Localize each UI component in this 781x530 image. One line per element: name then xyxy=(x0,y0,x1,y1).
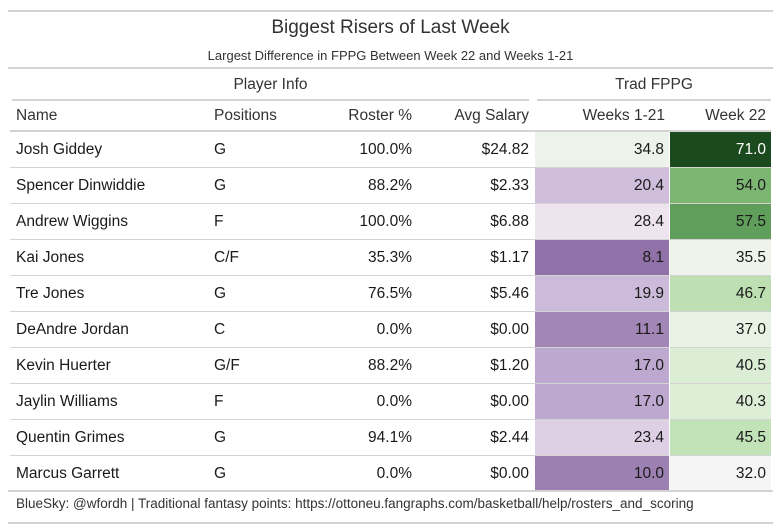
cell-positions: F xyxy=(214,213,224,230)
spanner-player-info: Player Info xyxy=(233,76,308,93)
column-header-salary: Avg Salary xyxy=(454,107,529,124)
cell-weeks: 28.4 xyxy=(535,204,669,240)
cell-salary: $1.20 xyxy=(490,357,529,374)
row-divider xyxy=(10,383,771,384)
cell-weeks: 10.0 xyxy=(535,456,669,492)
cell-positions: C xyxy=(214,321,226,338)
cell-salary: $6.88 xyxy=(490,213,529,230)
cell-salary: $2.44 xyxy=(490,429,529,446)
cell-name: Josh Giddey xyxy=(16,141,103,158)
cell-name: Quentin Grimes xyxy=(16,429,125,446)
cell-roster: 35.3% xyxy=(368,249,412,266)
cell-week22: 57.5 xyxy=(669,204,771,240)
cell-name: Spencer Dinwiddie xyxy=(16,177,146,194)
cell-week22: 40.3 xyxy=(669,384,771,420)
column-header-weeks-1-21: Weeks 1-21 xyxy=(582,107,665,124)
cell-positions: G/F xyxy=(214,357,240,374)
cell-weeks: 34.8 xyxy=(535,132,669,168)
cell-roster: 0.0% xyxy=(376,465,412,482)
cell-week22: 45.5 xyxy=(669,420,771,456)
header-divider xyxy=(10,130,771,132)
cell-roster: 100.0% xyxy=(359,141,412,158)
cell-positions: G xyxy=(214,141,227,158)
cell-week22: 37.0 xyxy=(669,312,771,348)
cell-weeks: 20.4 xyxy=(535,168,669,204)
cell-salary: $5.46 xyxy=(490,285,529,302)
source-note: BlueSky: @wfordh | Traditional fantasy p… xyxy=(16,496,694,511)
row-divider xyxy=(10,203,771,204)
cell-name: Kevin Huerter xyxy=(16,357,111,374)
cell-salary: $1.17 xyxy=(490,249,529,266)
cell-name: DeAndre Jordan xyxy=(16,321,129,338)
column-header-positions: Positions xyxy=(214,107,277,124)
cell-week22: 71.0 xyxy=(669,132,771,168)
cell-name: Tre Jones xyxy=(16,285,85,302)
cell-positions: G xyxy=(214,177,227,194)
cell-weeks: 17.0 xyxy=(535,384,669,420)
spanner-player-info-rule xyxy=(12,99,529,101)
cell-salary: $0.00 xyxy=(490,321,529,338)
cell-roster: 88.2% xyxy=(368,177,412,194)
cell-roster: 100.0% xyxy=(359,213,412,230)
cell-salary: $0.00 xyxy=(490,393,529,410)
column-header-roster: Roster % xyxy=(348,107,412,124)
cell-weeks: 11.1 xyxy=(535,312,669,348)
cell-roster: 0.0% xyxy=(376,321,412,338)
spanner-trad-fppg: Trad FPPG xyxy=(615,76,693,93)
cell-name: Andrew Wiggins xyxy=(16,213,128,230)
column-header-name: Name xyxy=(16,107,58,124)
cell-roster: 94.1% xyxy=(368,429,412,446)
row-divider xyxy=(10,347,771,348)
cell-name: Jaylin Williams xyxy=(16,393,118,410)
cell-roster: 76.5% xyxy=(368,285,412,302)
cell-week22: 54.0 xyxy=(669,168,771,204)
cell-roster: 88.2% xyxy=(368,357,412,374)
cell-positions: G xyxy=(214,465,227,482)
cell-positions: F xyxy=(214,393,224,410)
cell-weeks: 23.4 xyxy=(535,420,669,456)
cell-week22: 46.7 xyxy=(669,276,771,312)
cell-weeks: 8.1 xyxy=(535,240,669,276)
cell-week22: 40.5 xyxy=(669,348,771,384)
cell-week22: 32.0 xyxy=(669,456,771,492)
cell-positions: G xyxy=(214,429,227,446)
row-divider xyxy=(10,311,771,312)
cell-name: Marcus Garrett xyxy=(16,465,120,482)
row-divider xyxy=(10,275,771,276)
cell-salary: $0.00 xyxy=(490,465,529,482)
title-divider xyxy=(8,67,773,69)
row-divider xyxy=(10,239,771,240)
cell-weeks: 19.9 xyxy=(535,276,669,312)
row-divider xyxy=(10,167,771,168)
fppg-column-separator xyxy=(669,132,670,492)
column-header-week-22: Week 22 xyxy=(705,107,766,124)
spanner-trad-fppg-rule xyxy=(537,99,771,101)
cell-name: Kai Jones xyxy=(16,249,85,266)
table-title: Biggest Risers of Last Week xyxy=(271,17,510,38)
table-subtitle: Largest Difference in FPPG Between Week … xyxy=(207,48,574,63)
cell-week22: 35.5 xyxy=(669,240,771,276)
table-frame xyxy=(8,10,773,524)
source-divider xyxy=(8,490,773,492)
cell-salary: $24.82 xyxy=(481,141,529,158)
cell-weeks: 17.0 xyxy=(535,348,669,384)
cell-positions: G xyxy=(214,285,227,302)
cell-positions: C/F xyxy=(214,249,239,266)
cell-roster: 0.0% xyxy=(376,393,412,410)
cell-salary: $2.33 xyxy=(490,177,529,194)
row-divider xyxy=(10,455,771,456)
row-divider xyxy=(10,419,771,420)
